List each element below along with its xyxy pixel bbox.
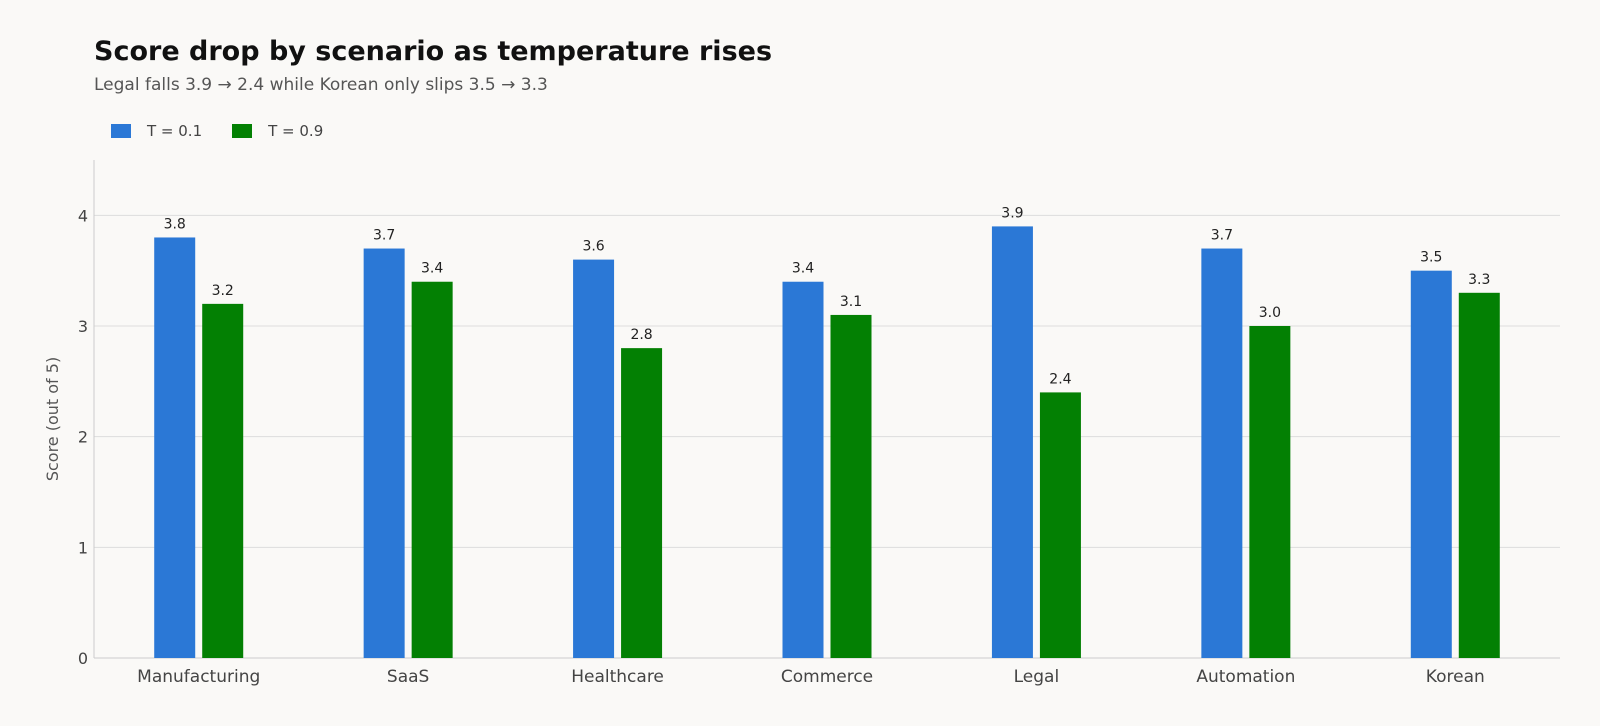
x-tick-label-saas: SaaS	[387, 667, 429, 687]
bar-healthcare-series-2	[621, 348, 663, 658]
bar-korean-series-2	[1458, 292, 1500, 658]
legend-label-t-0-9: T = 0.9	[268, 122, 324, 140]
x-tick-label-healthcare: Healthcare	[571, 667, 664, 687]
y-tick-label-1: 1	[78, 538, 88, 557]
y-tick-label-2: 2	[78, 428, 88, 447]
bar-saas-series-1	[363, 248, 405, 659]
data-label-saas-series-2: 3.4	[421, 261, 443, 277]
data-label-legal-series-1: 3.9	[1001, 205, 1023, 221]
bar-manufacturing-series-1	[154, 237, 196, 658]
legend-swatch-t-0-9	[232, 124, 253, 138]
data-label-manufacturing-series-1: 3.8	[164, 216, 186, 232]
y-tick-label-4: 4	[78, 206, 88, 225]
legend-swatch-t-0-1	[111, 124, 131, 138]
x-tick-label-korean: Korean	[1426, 667, 1485, 687]
bar-automation-series-1	[1201, 248, 1243, 659]
x-tick-label-legal: Legal	[1014, 667, 1060, 687]
legend-item-t-0-9: T = 0.9	[232, 122, 323, 140]
y-tick-label-3: 3	[78, 317, 88, 336]
data-label-healthcare-series-2: 2.8	[630, 327, 652, 343]
legend-label-t-0-1: T = 0.1	[147, 122, 203, 140]
chart-legend: T = 0.1 T = 0.9	[111, 122, 353, 140]
chart-subtitle: Legal falls 3.9 → 2.4 while Korean only …	[94, 75, 548, 95]
data-label-automation-series-2: 3.0	[1259, 305, 1281, 321]
x-tick-label-automation: Automation	[1196, 667, 1295, 687]
data-label-healthcare-series-1: 3.6	[582, 239, 604, 255]
bar-healthcare-series-1	[573, 259, 615, 658]
y-tick-label-0: 0	[78, 649, 88, 668]
bar-automation-series-2	[1249, 326, 1291, 658]
chart-title: Score drop by scenario as temperature ri…	[94, 36, 773, 67]
data-label-manufacturing-series-2: 3.2	[212, 283, 234, 299]
legend-item-t-0-1: T = 0.1	[111, 122, 202, 140]
data-label-legal-series-2: 2.4	[1049, 371, 1071, 387]
data-label-korean-series-2: 3.3	[1468, 272, 1490, 288]
x-tick-label-manufacturing: Manufacturing	[137, 667, 260, 687]
data-label-commerce-series-1: 3.4	[792, 261, 814, 277]
y-axis-label: Score (out of 5)	[43, 357, 62, 481]
data-label-saas-series-1: 3.7	[373, 228, 395, 244]
bar-commerce-series-2	[830, 314, 872, 658]
bar-legal-series-2	[1039, 392, 1081, 658]
bar-saas-series-2	[411, 281, 453, 658]
x-tick-label-commerce: Commerce	[781, 667, 873, 687]
data-label-automation-series-1: 3.7	[1211, 228, 1233, 244]
bar-legal-series-1	[991, 226, 1033, 658]
data-label-korean-series-1: 3.5	[1420, 250, 1442, 266]
bar-commerce-series-1	[782, 281, 824, 658]
data-label-commerce-series-2: 3.1	[840, 294, 862, 310]
bar-manufacturing-series-2	[202, 303, 244, 658]
bar-korean-series-1	[1410, 270, 1452, 658]
